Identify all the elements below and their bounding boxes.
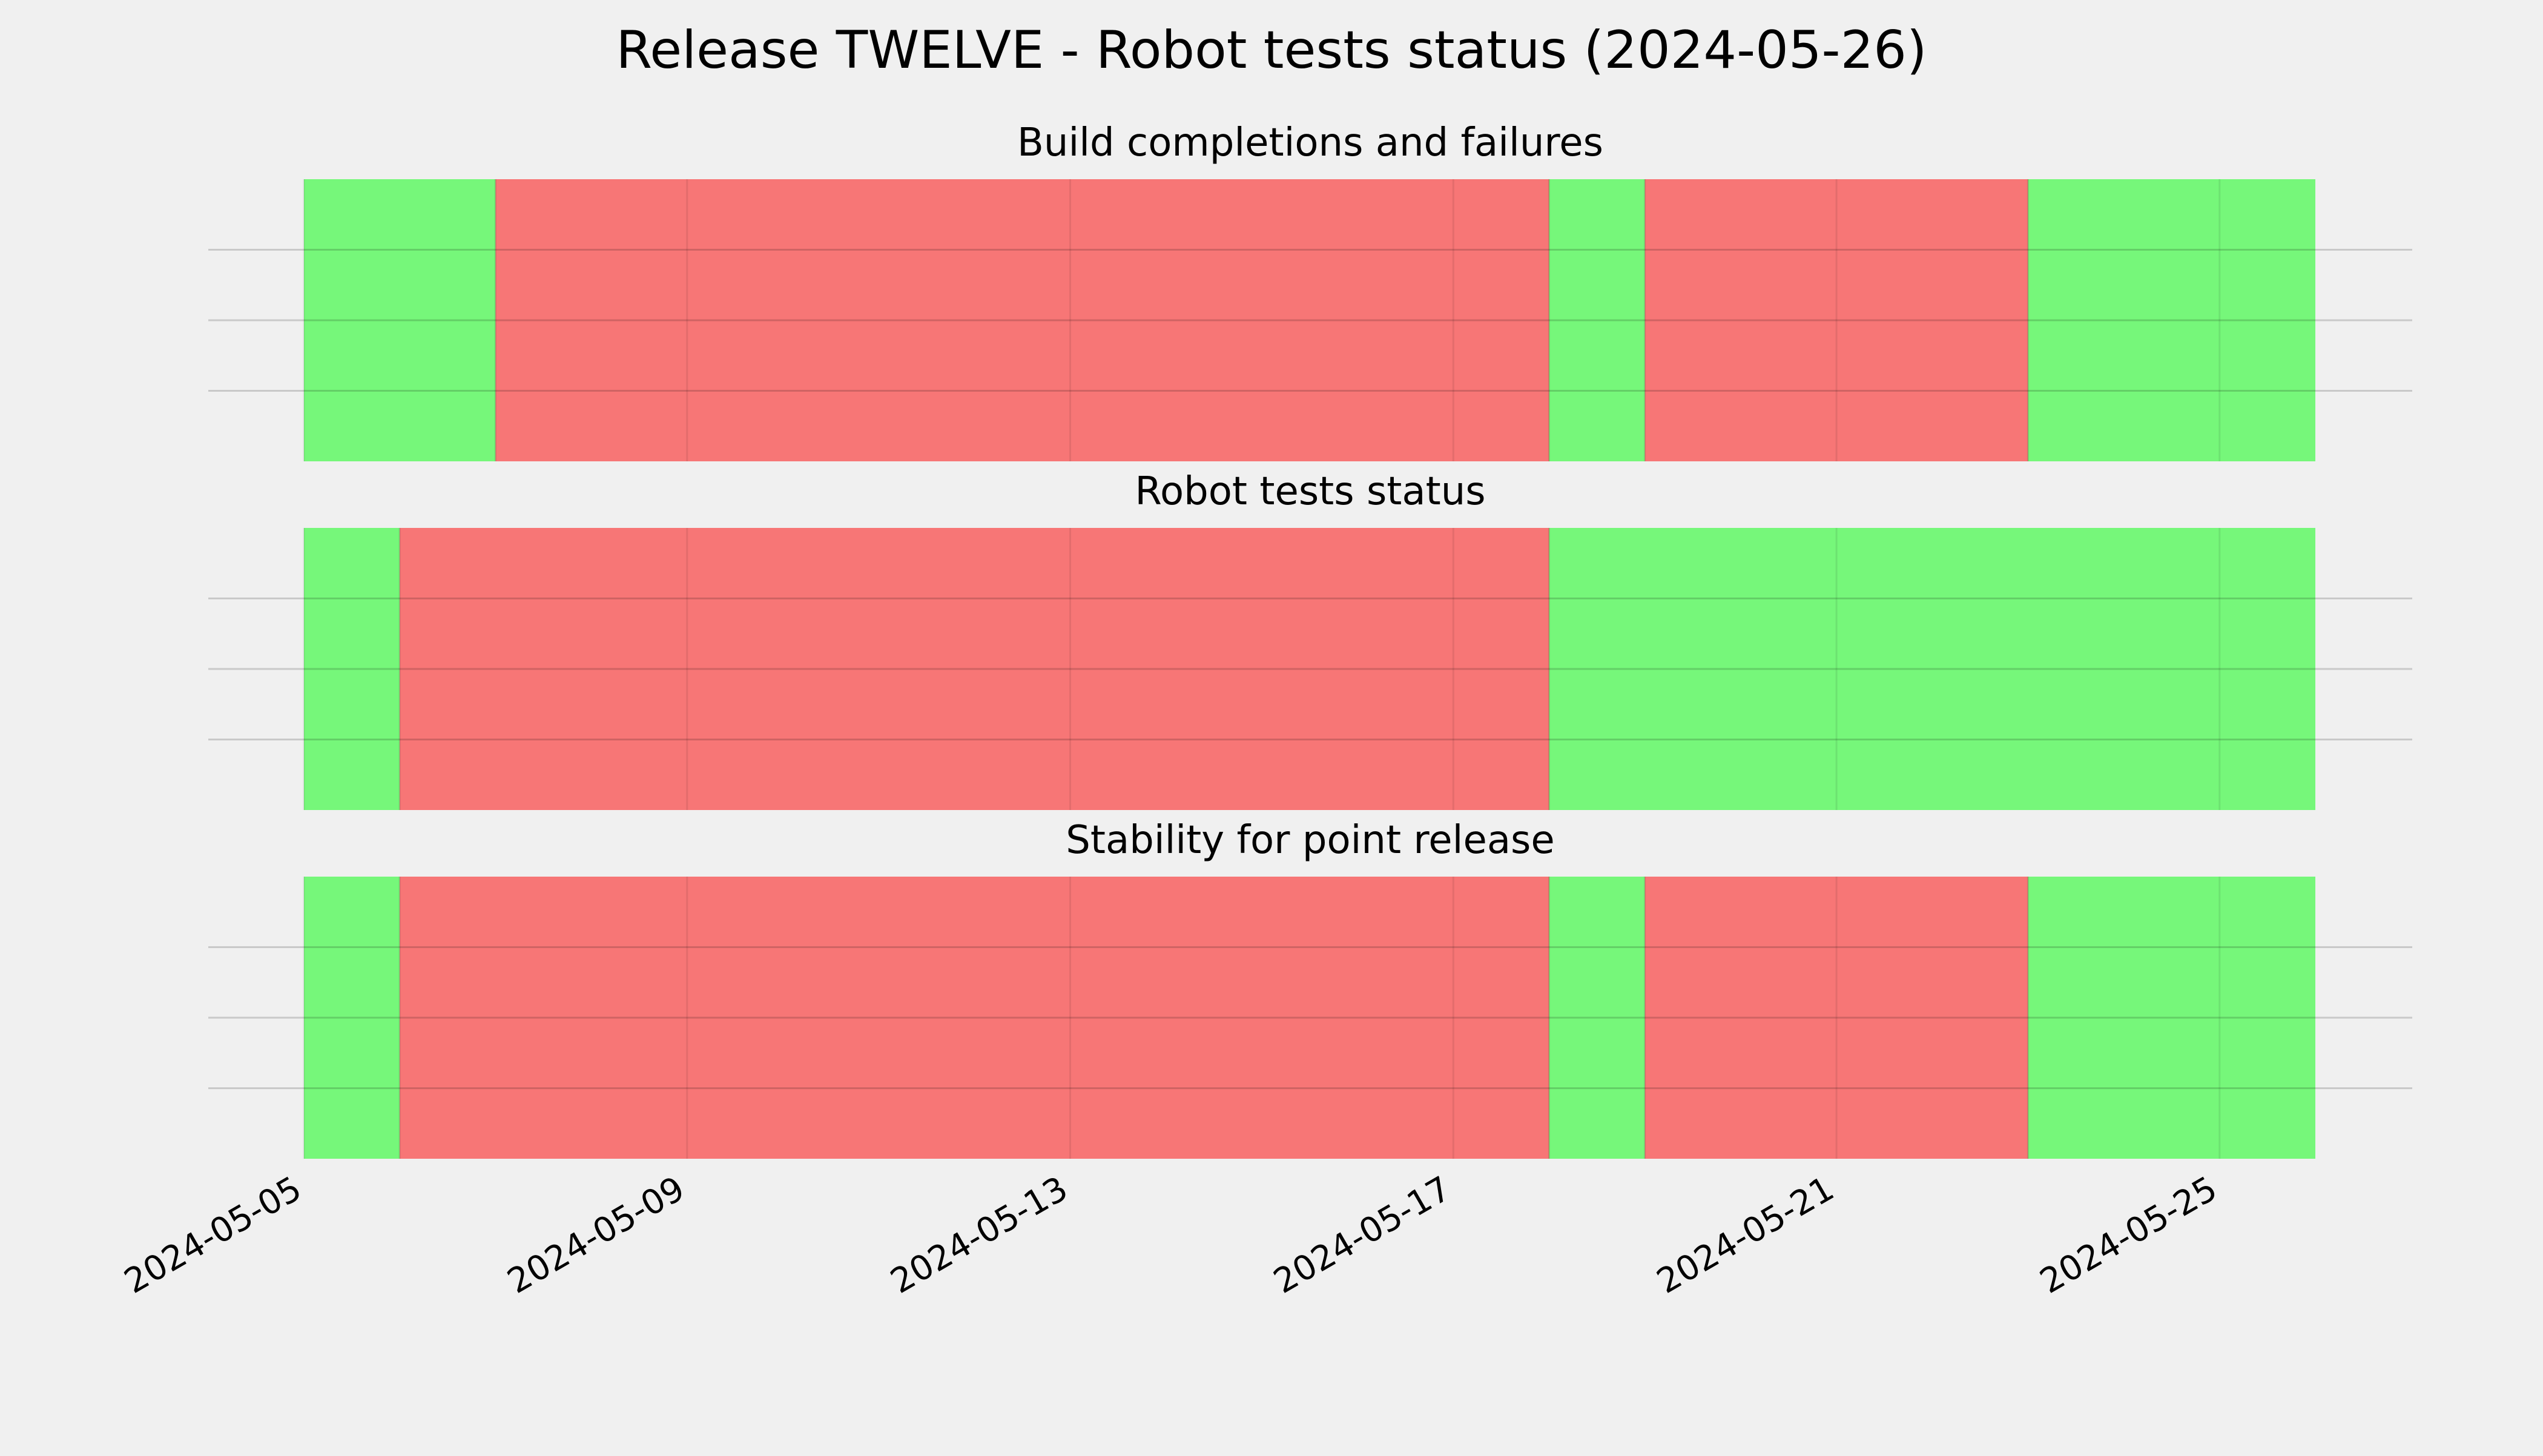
segment-pass (2028, 179, 2315, 461)
segment-fail (1644, 179, 2028, 461)
x-tick-label: 2024-05-21 (1651, 1169, 1841, 1302)
segment-pass (2028, 877, 2315, 1159)
segment-pass (1549, 179, 1645, 461)
segment-pass (304, 179, 496, 461)
segment-fail (400, 877, 1549, 1159)
panel-title: Stability for point release (1066, 818, 1555, 863)
x-tick-label: 2024-05-13 (884, 1169, 1074, 1302)
segment-fail (1644, 877, 2028, 1159)
x-tick-label: 2024-05-09 (501, 1169, 691, 1302)
segment-pass (1549, 528, 2315, 810)
panel-1: Build completions and failures (208, 120, 2412, 461)
segment-pass (304, 877, 400, 1159)
x-tick-label: 2024-05-17 (1267, 1169, 1457, 1302)
segment-fail (495, 179, 1549, 461)
chart-panels: Build completions and failures Robot test… (208, 120, 2412, 1159)
x-tick-label: 2024-05-25 (2033, 1169, 2223, 1302)
panel-title: Robot tests status (1135, 469, 1485, 514)
segment-fail (400, 528, 1549, 810)
segment-pass (304, 528, 400, 810)
panel-title: Build completions and failures (1017, 120, 1603, 165)
x-tick-label: 2024-05-05 (118, 1169, 308, 1302)
panel-3: Stability for point release (208, 818, 2412, 1159)
chart-title: Release TWELVE - Robot tests status (202… (616, 20, 1927, 81)
segment-pass (1549, 877, 1645, 1159)
x-axis-ticks: 2024-05-05 2024-05-09 2024-05-13 2024-05-17… (118, 1169, 2224, 1302)
panel-2: Robot tests status (208, 469, 2412, 810)
